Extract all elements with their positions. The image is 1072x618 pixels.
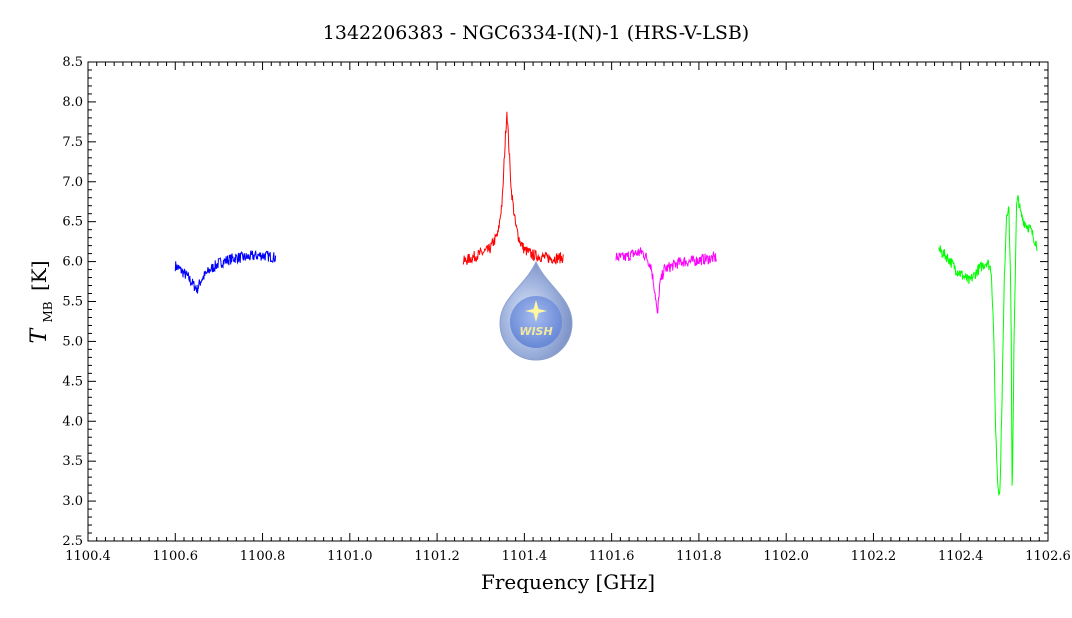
wish-logo: WISH [499,260,573,361]
logo-text: WISH [519,325,552,338]
x-tick-label: 1102.2 [851,549,897,564]
y-tick-label: 8.5 [62,55,83,70]
y-tick-label: 6.5 [62,215,83,230]
y-axis-title: T MB [K] [27,260,57,343]
x-tick-label: 1102.4 [938,549,984,564]
x-tick-labels: 1100.4 1100.6 1100.8 1101.0 1101.2 1101.4 1101… [65,549,1071,564]
y-tick-labels: 2.5 3.0 3.5 4.0 4.5 5.0 5.5 6.0 6.5 7.0 7.5 8.0 8.5 [62,55,83,549]
star-icon [525,300,547,322]
svg-text:T MB [K]: T MB [K] [27,260,57,343]
x-tick-label: 1101.4 [502,549,548,564]
x-tick-label: 1102.6 [1025,549,1071,564]
axis-ticks [87,61,1049,542]
x-tick-label: 1100.6 [153,549,199,564]
data-series [174,111,1038,496]
y-tick-label: 7.0 [62,175,83,190]
x-tick-label: 1101.6 [589,549,635,564]
x-tick-label: 1101.2 [414,549,460,564]
y-axis-title-unit: [K] [27,260,51,291]
y-axis-title-main: T [27,327,52,344]
y-tick-label: 8.0 [62,95,83,110]
x-tick-label: 1101.8 [676,549,722,564]
y-tick-label: 5.5 [62,295,83,310]
x-tick-label: 1100.4 [65,549,111,564]
series-2-line [462,111,564,265]
y-tick-label: 3.0 [62,494,83,509]
y-tick-label: 4.5 [62,374,83,389]
x-tick-label: 1102.0 [763,549,809,564]
y-tick-label: 5.0 [62,334,83,349]
y-tick-label: 2.5 [62,534,83,549]
x-axis-title: Frequency [GHz] [481,570,655,594]
plot-frame [87,61,1049,542]
y-tick-label: 3.5 [62,454,83,469]
y-tick-label: 4.0 [62,414,83,429]
series-3-line [615,247,717,314]
y-axis-title-sub: MB [41,301,55,322]
y-tick-label: 7.5 [62,135,83,150]
x-tick-label: 1100.8 [240,549,286,564]
chart-title: 1342206383 - NGC6334-I(N)-1 (HRS-V-LSB) [323,22,749,44]
x-tick-label: 1101.0 [327,549,373,564]
series-1-line [174,250,277,294]
y-tick-label: 6.0 [62,255,83,270]
series-4-line [938,195,1038,496]
